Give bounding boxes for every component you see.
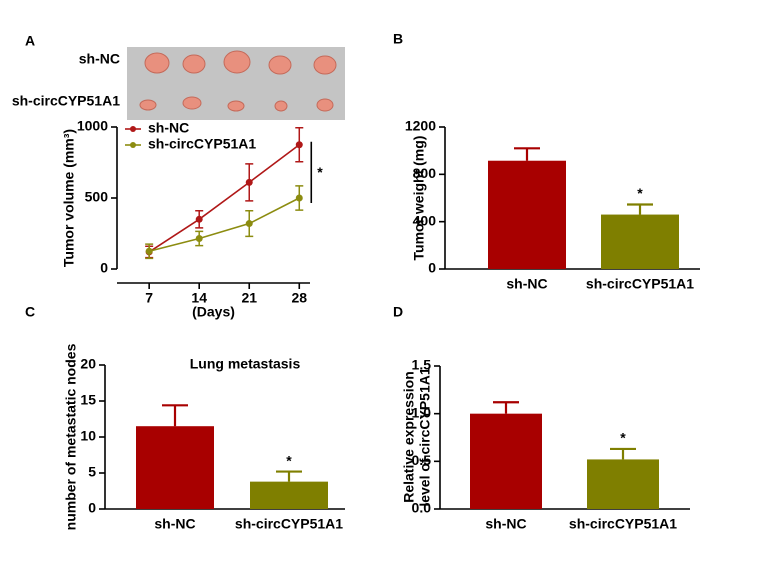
- y-tick-label: 5: [88, 464, 96, 480]
- image-row-label: sh-NC: [79, 51, 120, 67]
- tumor-photo: [127, 47, 345, 120]
- y-tick-label: 0.5: [412, 452, 432, 468]
- data-point: [195, 215, 203, 223]
- tumor: [268, 55, 292, 75]
- x-tick-label: sh-circCYP51A1: [569, 516, 677, 532]
- data-point: [295, 194, 303, 202]
- tumor: [139, 99, 157, 111]
- tumor: [313, 55, 337, 75]
- bar: [136, 426, 214, 509]
- data-point: [245, 178, 253, 186]
- series-line: [148, 144, 300, 253]
- y-axis-label: Tumor weight (mg): [411, 136, 427, 261]
- y-tick-label: 10: [80, 428, 96, 444]
- bar: [250, 481, 328, 509]
- tumor: [274, 100, 288, 112]
- data-point: [195, 234, 203, 242]
- y-tick-label: 15: [80, 392, 96, 408]
- image-row-label: sh-circCYP51A1: [12, 93, 120, 109]
- x-tick-label: sh-circCYP51A1: [235, 516, 343, 532]
- bar: [587, 459, 659, 509]
- error-bar: [276, 470, 302, 482]
- legend-label: sh-NC: [148, 120, 189, 136]
- tumor: [223, 50, 251, 74]
- x-tick-label: sh-NC: [506, 276, 547, 292]
- tumor: [227, 100, 245, 112]
- y-tick-label: 0: [428, 260, 436, 276]
- x-tick-label: sh-NC: [485, 516, 526, 532]
- annotation: *: [317, 164, 323, 180]
- data-point: [145, 247, 153, 255]
- y-tick-label: 0.0: [412, 500, 432, 516]
- bar: [601, 214, 679, 269]
- x-tick-label: sh-NC: [154, 516, 195, 532]
- y-tick-label: 20: [80, 356, 96, 372]
- panel-letter: C: [25, 304, 35, 320]
- y-tick-label: 0: [88, 500, 96, 516]
- y-axis-label: Tumor volume (mm³): [61, 129, 77, 267]
- legend-marker: [130, 142, 136, 148]
- data-point: [245, 220, 253, 228]
- panel-letter: B: [393, 31, 403, 47]
- legend-marker: [130, 126, 136, 132]
- legend-label: sh-circCYP51A1: [148, 136, 256, 152]
- annotation: *: [286, 452, 292, 468]
- y-tick-label: 400: [413, 212, 437, 228]
- error-bar: [162, 404, 188, 427]
- data-point: [295, 141, 303, 149]
- y-tick-label: 1.0: [412, 404, 432, 420]
- annotation: *: [637, 185, 643, 201]
- y-axis-label: number of metastatic nodes: [63, 343, 79, 530]
- error-bar: [610, 447, 636, 460]
- x-tick-label: 14: [191, 290, 207, 306]
- series-line: [148, 197, 300, 253]
- tumor: [316, 98, 334, 112]
- panel-letter: A: [25, 33, 35, 49]
- x-tick-label: 28: [291, 290, 307, 306]
- x-tick-label: sh-circCYP51A1: [586, 276, 694, 292]
- y-tick-label: 800: [413, 165, 437, 181]
- y-tick-label: 1200: [405, 118, 436, 134]
- bar: [488, 160, 566, 269]
- error-bar: [514, 147, 540, 161]
- y-tick-label: 500: [85, 189, 109, 205]
- tumor: [144, 52, 170, 74]
- tumors: [139, 50, 337, 112]
- chart-title: Lung metastasis: [190, 356, 301, 372]
- y-tick-label: 0: [100, 260, 108, 276]
- tumor: [182, 54, 206, 74]
- x-tick-label: 21: [241, 290, 257, 306]
- y-axis-label: Relative expression: [401, 371, 417, 503]
- x-axis-label: (Days): [192, 304, 235, 320]
- panel-letter: D: [393, 304, 403, 320]
- x-tick-label: 7: [145, 290, 153, 306]
- bar: [470, 413, 542, 509]
- y-tick-label: 1000: [77, 118, 108, 134]
- error-bar: [493, 401, 519, 414]
- tumor: [182, 96, 202, 110]
- y-axis-label: level of circCYP51A1: [417, 367, 433, 507]
- y-tick-label: 1.5: [412, 357, 432, 373]
- error-bar: [627, 203, 653, 215]
- annotation: *: [620, 430, 626, 446]
